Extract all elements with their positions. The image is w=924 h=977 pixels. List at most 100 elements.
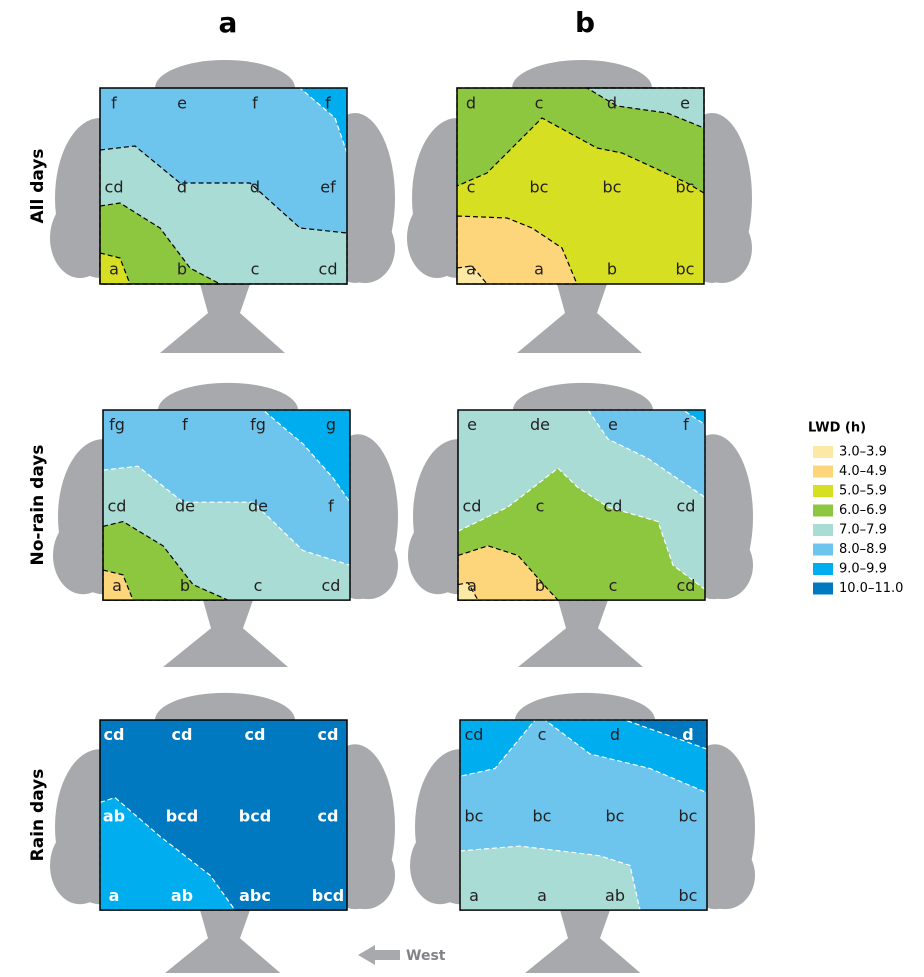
- group-letter: d: [250, 178, 260, 197]
- group-letter: cd: [463, 497, 482, 516]
- panel: cd cd cd cd ab bcd bcd cd a ab abc bcd: [50, 692, 395, 977]
- legend-swatch: [813, 543, 833, 556]
- legend-label: 8.0–8.9: [839, 542, 887, 557]
- group-letter: e: [177, 94, 187, 113]
- group-letter: bc: [533, 807, 552, 826]
- group-letter: f: [182, 415, 188, 434]
- legend: LWD (h) 3.0–3.9 4.0–4.9 5.0–5.9 6.0–6.9 7.0–…: [808, 421, 903, 597]
- group-letter: f: [325, 94, 331, 113]
- row-label: Rain days: [28, 769, 48, 862]
- group-letter: cd: [604, 497, 623, 516]
- group-letter: d: [610, 725, 620, 744]
- group-letter: c: [535, 94, 544, 113]
- group-letter: fg: [109, 415, 125, 434]
- legend-label: 3.0–3.9: [839, 445, 887, 460]
- group-letter: a: [109, 886, 120, 905]
- group-letter: b: [177, 260, 187, 279]
- group-letter: cd: [677, 497, 696, 516]
- group-letter: f: [111, 94, 117, 113]
- group-letter: fg: [250, 415, 266, 434]
- group-letter: bc: [603, 178, 622, 197]
- group-letter: bcd: [239, 807, 271, 826]
- group-letter: bc: [679, 886, 698, 905]
- legend-swatch: [813, 563, 833, 575]
- legend-label: 4.0–4.9: [839, 464, 887, 479]
- group-letter: bcd: [312, 886, 344, 905]
- panel: e de e f cd c cd cd a b c cd: [408, 382, 753, 668]
- group-letter: e: [680, 94, 690, 113]
- group-letter: a: [534, 260, 544, 279]
- group-letter: bc: [465, 807, 484, 826]
- group-letter: d: [607, 94, 617, 113]
- group-letter: d: [177, 178, 187, 197]
- group-letter: bc: [606, 807, 625, 826]
- group-letter: a: [466, 260, 476, 279]
- group-letter: bc: [676, 260, 695, 279]
- legend-label: 6.0–6.9: [839, 503, 887, 518]
- group-letter: cd: [172, 725, 193, 744]
- panel: cd c d dbc bc bc bca a ab bc: [410, 692, 755, 977]
- group-letter: ab: [171, 886, 193, 905]
- group-letter: a: [469, 886, 479, 905]
- direction-arrow: West: [358, 945, 446, 965]
- group-letter: b: [535, 576, 545, 595]
- group-letter: ab: [605, 886, 625, 905]
- group-letter: ef: [320, 178, 336, 197]
- group-letter: c: [254, 576, 263, 595]
- legend-title: LWD (h): [808, 421, 866, 436]
- legend-swatch: [813, 485, 833, 497]
- row-label: No-rain days: [28, 445, 48, 566]
- group-letter: ab: [103, 807, 125, 826]
- group-letter: cd: [245, 725, 266, 744]
- legend-swatch: [813, 524, 833, 536]
- group-letter: bc: [679, 807, 698, 826]
- group-letter: bc: [676, 178, 695, 197]
- row-label: All days: [28, 148, 48, 223]
- group-letter: g: [326, 415, 336, 434]
- group-letter: a: [112, 576, 122, 595]
- group-letter: c: [467, 178, 476, 197]
- group-letter: de: [175, 497, 195, 516]
- panel: d c d e c bc bc bc a a b bc: [407, 60, 752, 353]
- group-letter: e: [608, 415, 618, 434]
- legend-swatch: [813, 465, 833, 478]
- group-letter: c: [609, 576, 618, 595]
- group-letter: cd: [108, 497, 127, 516]
- legend-swatch: [813, 446, 833, 458]
- group-letter: a: [109, 260, 119, 279]
- group-letter: bcd: [166, 807, 198, 826]
- group-letter: de: [248, 497, 268, 516]
- group-letter: cd: [105, 178, 124, 197]
- group-letter: c: [538, 725, 547, 744]
- group-letter: cd: [318, 807, 339, 826]
- direction-label: West: [406, 948, 446, 964]
- group-letter: abc: [239, 886, 271, 905]
- group-letter: d: [682, 725, 693, 744]
- group-letter: c: [251, 260, 260, 279]
- group-letter: b: [180, 576, 190, 595]
- group-letter: b: [607, 260, 617, 279]
- group-letter: f: [252, 94, 258, 113]
- group-letter: e: [467, 415, 477, 434]
- legend-swatch: [813, 582, 833, 595]
- group-letter: cd: [319, 260, 338, 279]
- group-letter: de: [530, 415, 550, 434]
- group-letter: cd: [318, 725, 339, 744]
- legend-swatch: [813, 504, 833, 517]
- legend-label: 9.0–9.9: [839, 562, 887, 577]
- panel: fg f fg g cd de de f a b c cd: [53, 382, 398, 668]
- group-letter: bc: [530, 178, 549, 197]
- panel: f e f fcd d d efa b c cd: [50, 60, 395, 353]
- group-letter: a: [467, 576, 477, 595]
- column-label: b: [575, 6, 595, 39]
- column-label: a: [219, 6, 238, 39]
- legend-label: 5.0–5.9: [839, 484, 887, 499]
- group-letter: cd: [677, 576, 696, 595]
- group-letter: f: [328, 497, 334, 516]
- group-letter: a: [537, 886, 547, 905]
- group-letter: d: [466, 94, 476, 113]
- group-letter: cd: [465, 725, 484, 744]
- group-letter: cd: [322, 576, 341, 595]
- group-letter: cd: [104, 725, 125, 744]
